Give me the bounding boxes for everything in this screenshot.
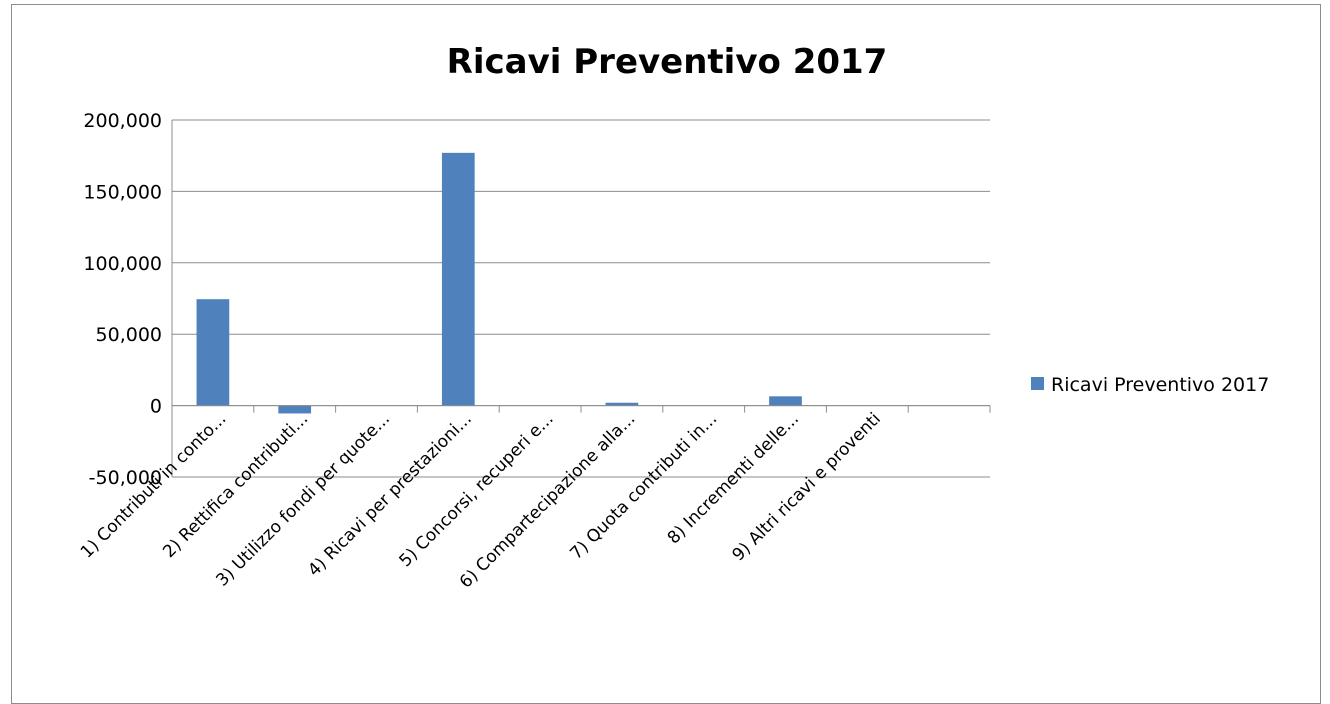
legend-swatch xyxy=(1031,377,1044,390)
x-tick-label: 5) Concorsi, recuperi e... xyxy=(396,409,558,571)
legend: Ricavi Preventivo 2017 xyxy=(1031,374,1269,396)
bar-chart: Ricavi Preventivo 2017 200,000 150,000 100… xyxy=(77,42,1269,592)
x-axis-labels: 1) Contributi in conto...2) Rettifica co… xyxy=(77,409,885,592)
bar xyxy=(278,405,312,414)
y-tick-label: 150,000 xyxy=(83,181,162,203)
x-tick-label: 9) Altri ricavi e proventi xyxy=(729,409,885,565)
bars xyxy=(196,152,802,414)
bar xyxy=(769,396,802,406)
x-tick-label: 3) Utilizzo fondi per quote... xyxy=(212,409,394,591)
legend-label: Ricavi Preventivo 2017 xyxy=(1051,374,1269,396)
x-tick-label: 6) Compartecipazione alla... xyxy=(456,409,639,592)
bar xyxy=(605,402,639,406)
y-tick-label: -50,000 xyxy=(89,467,162,489)
y-tick-label: 0 xyxy=(150,396,162,418)
bar xyxy=(196,299,230,406)
x-tick-label: 4) Ricavi per prestazioni... xyxy=(304,409,476,581)
y-tick-label: 100,000 xyxy=(83,253,162,275)
x-axis xyxy=(171,405,991,413)
x-tick-label: 2) Rettifica contributi... xyxy=(159,409,312,562)
x-tick-label: 8) Incrementi delle... xyxy=(664,409,803,548)
y-tick-label: 200,000 xyxy=(83,110,162,132)
x-tick-label: 7) Quota contributi in... xyxy=(566,409,721,564)
bar xyxy=(441,152,475,406)
chart-title: Ricavi Preventivo 2017 xyxy=(447,42,888,82)
y-tick-label: 50,000 xyxy=(96,324,162,346)
y-axis: 200,000 150,000 100,000 50,000 0 -50,000 xyxy=(83,110,173,489)
